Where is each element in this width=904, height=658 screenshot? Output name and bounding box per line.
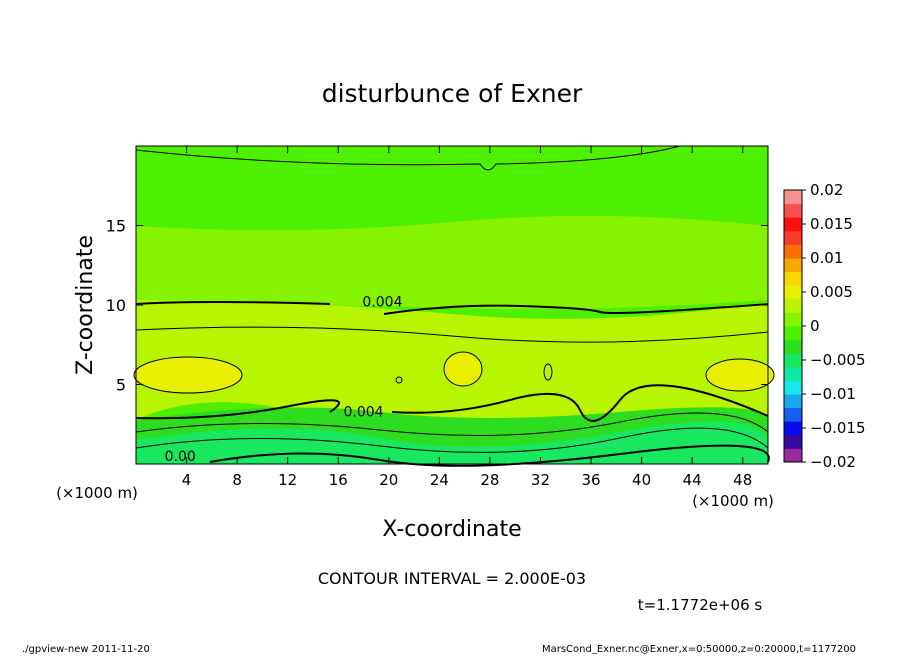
x-tick-label: 36 [581, 471, 600, 489]
x-tick-label: 32 [531, 471, 550, 489]
contour-line-upper [135, 301, 769, 315]
colorbar-segment [784, 258, 802, 273]
colorbar-segment [784, 217, 802, 232]
contour-line-top [135, 145, 681, 171]
colorbar-tick-label: −0.015 [810, 419, 866, 437]
footer-left: ./gpview-new 2011-11-20 [22, 644, 150, 654]
y-tick-label: 5 [116, 376, 126, 395]
field-max-center [444, 352, 482, 386]
colorbar-segment [784, 244, 802, 259]
contour-loop-right [705, 358, 775, 392]
colorbar-segment [784, 271, 802, 286]
colorbar-tick-label: 0.015 [810, 215, 853, 233]
plot-area [133, 145, 775, 467]
contour-loop-small-1 [543, 363, 553, 381]
colorbar-segment [784, 394, 802, 409]
contour-loop-center [443, 351, 483, 387]
contour-label: 0.004 [362, 295, 402, 311]
contour-line-base [209, 444, 770, 467]
x-tick-label: 20 [379, 471, 398, 489]
x-unit-label-right: (×1000 m) [692, 492, 774, 510]
contour-line-lower [135, 384, 769, 422]
colorbar-segment [784, 190, 802, 205]
y-tick-label: 15 [106, 217, 126, 236]
colorbar: 0.02 0.015 0.01 0.005 0 −0.005 −0.01 −0.015 −0.0… [783, 181, 866, 471]
x-tick-label: 12 [278, 471, 297, 489]
field-upper-band [136, 215, 768, 309]
colorbar-segment [784, 448, 802, 463]
contour-loop-left [133, 356, 243, 394]
x-tick-label: 28 [480, 471, 499, 489]
x-tick-label: 48 [733, 471, 752, 489]
colorbar-segment [784, 230, 802, 245]
colorbar-tick-label: 0 [810, 317, 820, 335]
chart-title: disturbunce of Exner [322, 79, 583, 108]
colorbar-segment [784, 407, 802, 422]
colorbar-segment [784, 312, 802, 327]
colorbar-segment [784, 380, 802, 395]
x-tick-label: 4 [182, 471, 192, 489]
footer-right: MarsCond_Exner.nc@Exner,x=0:50000,z=0:20… [542, 644, 856, 654]
x-axis: 4 8 12 16 20 24 28 32 36 40 44 48 [182, 146, 752, 489]
colorbar-segment [784, 366, 802, 381]
colorbar-segment [784, 353, 802, 368]
field-max-right [706, 359, 774, 391]
contour-lines [133, 145, 775, 467]
colorbar-tick-label: 0.005 [810, 283, 853, 301]
colorbar-tick-label: 0.02 [810, 181, 843, 199]
y-axis-title: Z-coordinate [73, 235, 98, 375]
x-tick-label: 24 [430, 471, 449, 489]
colorbar-segment [784, 421, 802, 436]
colorbar-segment [784, 339, 802, 354]
colorbar-segment [784, 434, 802, 449]
x-unit-label-left: (×1000 m) [56, 484, 138, 502]
contour-line-low [135, 412, 769, 436]
x-tick-label: 44 [683, 471, 702, 489]
x-axis-title: X-coordinate [382, 517, 521, 542]
colorbar-segment [784, 298, 802, 313]
colorbar-segment [784, 285, 802, 300]
contour-label: 0.004 [343, 404, 383, 420]
x-tick-label: 16 [329, 471, 348, 489]
contour-label: 0.00 [165, 449, 196, 465]
x-tick-label: 8 [232, 471, 242, 489]
colorbar-tick-label: 0.01 [810, 249, 843, 267]
y-axis: 5 10 15 [106, 217, 768, 395]
y-tick-label: 10 [106, 296, 126, 315]
colorbar-tick-label: −0.01 [810, 385, 856, 403]
contour-labels: 0.004 0.004 0.00 [165, 295, 403, 465]
colorbar-segment [784, 203, 802, 218]
contour-line-mid [135, 326, 769, 343]
contour-loop-small-2 [395, 376, 403, 384]
colorbar-tick-label: −0.005 [810, 351, 866, 369]
contour-interval-text: CONTOUR INTERVAL = 2.000E-03 [318, 569, 586, 588]
x-tick-label: 40 [632, 471, 651, 489]
colorbar-segment [784, 326, 802, 341]
colorbar-tick-label: −0.02 [810, 453, 856, 471]
field-max-left [134, 357, 242, 393]
time-label: t=1.1772e+06 s [638, 596, 763, 614]
contour-line-bottom [135, 427, 769, 453]
